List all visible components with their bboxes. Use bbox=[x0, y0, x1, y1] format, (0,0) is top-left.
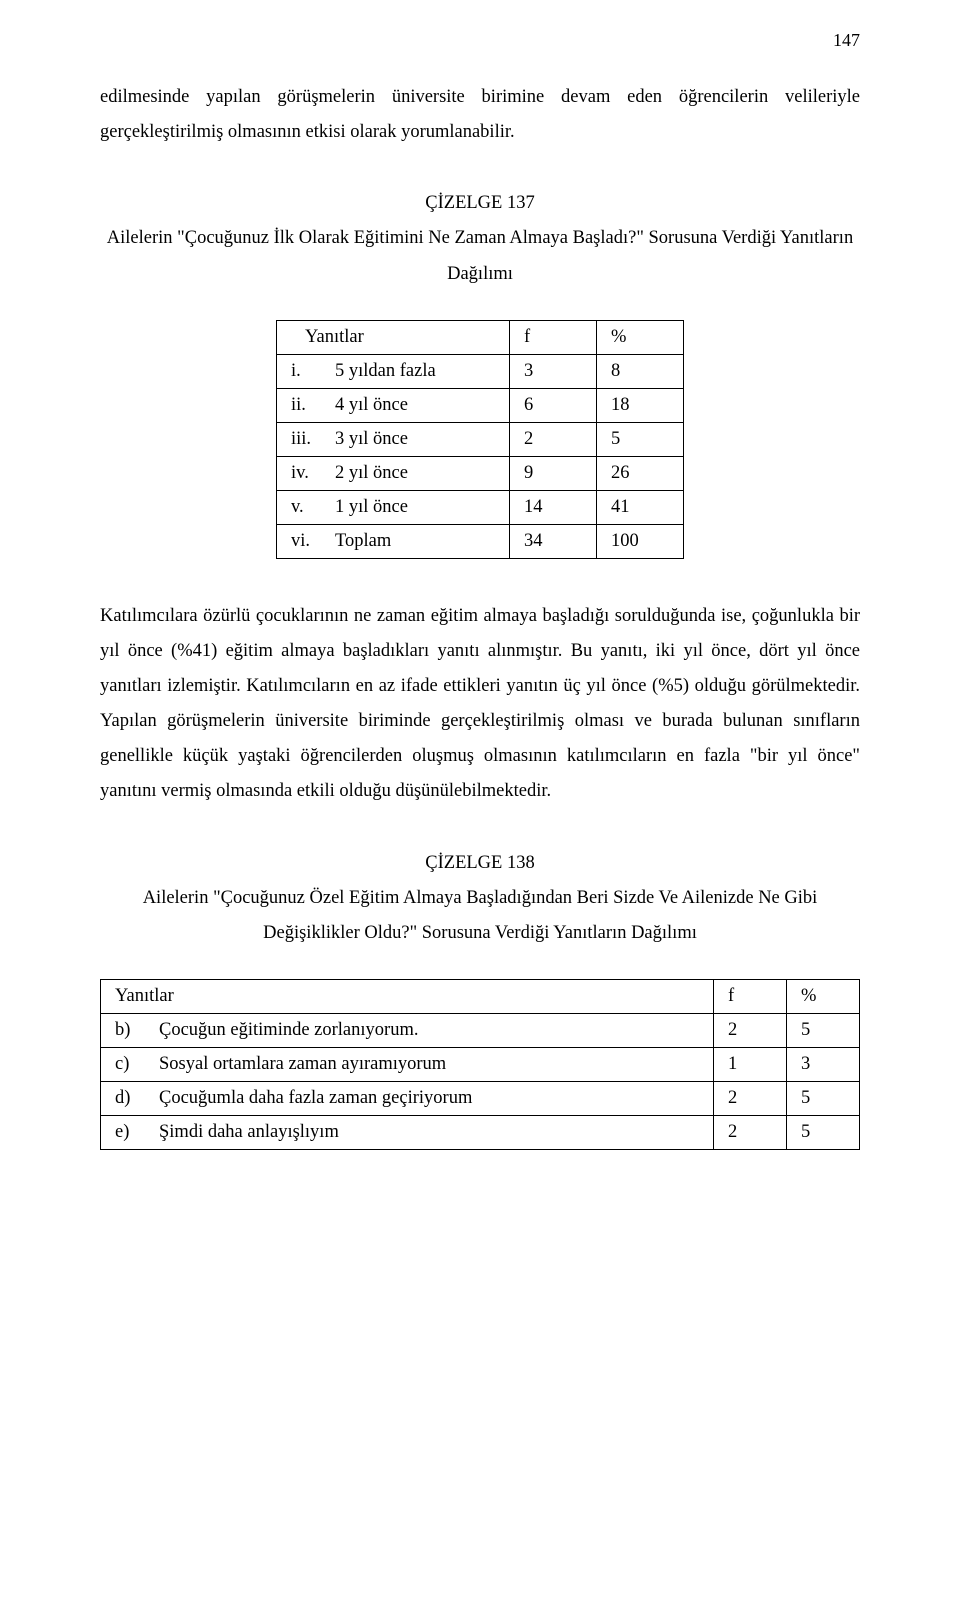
table-row: d)Çocuğumla daha fazla zaman geçiriyorum… bbox=[101, 1081, 860, 1115]
table-cell: d)Çocuğumla daha fazla zaman geçiriyorum bbox=[101, 1081, 714, 1115]
table-137: Yanıtlar f % i.5 yıldan fazla 3 8 ii.4 y… bbox=[276, 320, 684, 559]
section1-title: ÇİZELGE 137 bbox=[100, 186, 860, 221]
row-prefix: v. bbox=[291, 497, 335, 518]
section1-subtitle: Ailelerin "Çocuğunuz İlk Olarak Eğitimin… bbox=[100, 221, 860, 291]
row-prefix: iv. bbox=[291, 463, 335, 484]
table-cell: 1 bbox=[714, 1047, 787, 1081]
table-cell: 5 bbox=[787, 1013, 860, 1047]
table-cell: 5 bbox=[787, 1115, 860, 1149]
row-label: 3 yıl önce bbox=[335, 429, 408, 449]
table-row: b)Çocuğun eğitiminde zorlanıyorum. 2 5 bbox=[101, 1013, 860, 1047]
table-cell: 3 bbox=[787, 1047, 860, 1081]
table-cell: 41 bbox=[597, 490, 684, 524]
table-cell: 5 bbox=[787, 1081, 860, 1115]
table-cell: iv.2 yıl önce bbox=[277, 456, 510, 490]
row-label: 1 yıl önce bbox=[335, 497, 408, 517]
table-row: iv.2 yıl önce 9 26 bbox=[277, 456, 684, 490]
page-number: 147 bbox=[833, 30, 860, 51]
row-label: 5 yıldan fazla bbox=[335, 361, 436, 381]
row-prefix: b) bbox=[115, 1020, 159, 1041]
table-cell: 9 bbox=[510, 456, 597, 490]
table-cell: vi.Toplam bbox=[277, 524, 510, 558]
table-cell: 18 bbox=[597, 388, 684, 422]
table-row: e)Şimdi daha anlayışlıyım 2 5 bbox=[101, 1115, 860, 1149]
table-header-cell: % bbox=[787, 979, 860, 1013]
row-label: Sosyal ortamlara zaman ayıramıyorum bbox=[159, 1054, 446, 1074]
table-cell: 3 bbox=[510, 354, 597, 388]
section2-subtitle: Ailelerin "Çocuğunuz Özel Eğitim Almaya … bbox=[100, 881, 860, 951]
table-cell: 14 bbox=[510, 490, 597, 524]
table-cell: 8 bbox=[597, 354, 684, 388]
row-prefix: c) bbox=[115, 1054, 159, 1075]
table-row: ii.4 yıl önce 6 18 bbox=[277, 388, 684, 422]
table-cell: 2 bbox=[510, 422, 597, 456]
table-row: v.1 yıl önce 14 41 bbox=[277, 490, 684, 524]
analysis-paragraph: Katılımcılara özürlü çocuklarının ne zam… bbox=[100, 599, 860, 810]
table-header-cell: Yanıtlar bbox=[101, 979, 714, 1013]
table-138: Yanıtlar f % b)Çocuğun eğitiminde zorlan… bbox=[100, 979, 860, 1150]
row-label: Çocuğumla daha fazla zaman geçiriyorum bbox=[159, 1088, 472, 1108]
row-label: Toplam bbox=[335, 531, 391, 551]
row-label: 2 yıl önce bbox=[335, 463, 408, 483]
table-cell: b)Çocuğun eğitiminde zorlanıyorum. bbox=[101, 1013, 714, 1047]
table-cell: e)Şimdi daha anlayışlıyım bbox=[101, 1115, 714, 1149]
row-label: Şimdi daha anlayışlıyım bbox=[159, 1122, 339, 1142]
row-label: Çocuğun eğitiminde zorlanıyorum. bbox=[159, 1020, 418, 1040]
row-prefix: iii. bbox=[291, 429, 335, 450]
row-prefix: i. bbox=[291, 361, 335, 382]
table-row: iii.3 yıl önce 2 5 bbox=[277, 422, 684, 456]
table-row: c)Sosyal ortamlara zaman ayıramıyorum 1 … bbox=[101, 1047, 860, 1081]
table-cell: c)Sosyal ortamlara zaman ayıramıyorum bbox=[101, 1047, 714, 1081]
row-label: 4 yıl önce bbox=[335, 395, 408, 415]
table-header-cell: f bbox=[510, 320, 597, 354]
table-cell: 2 bbox=[714, 1013, 787, 1047]
table-cell: i.5 yıldan fazla bbox=[277, 354, 510, 388]
page: 147 edilmesinde yapılan görüşmelerin üni… bbox=[0, 0, 960, 1613]
table-cell: 100 bbox=[597, 524, 684, 558]
table-cell: v.1 yıl önce bbox=[277, 490, 510, 524]
table-row: vi.Toplam 34 100 bbox=[277, 524, 684, 558]
table-header-cell: Yanıtlar bbox=[277, 320, 510, 354]
row-prefix: d) bbox=[115, 1088, 159, 1109]
row-prefix: vi. bbox=[291, 531, 335, 552]
table-cell: 2 bbox=[714, 1115, 787, 1149]
table-cell: ii.4 yıl önce bbox=[277, 388, 510, 422]
table-header-cell: % bbox=[597, 320, 684, 354]
table-row: i.5 yıldan fazla 3 8 bbox=[277, 354, 684, 388]
table-header-cell: f bbox=[714, 979, 787, 1013]
table-cell: 26 bbox=[597, 456, 684, 490]
table-cell: iii.3 yıl önce bbox=[277, 422, 510, 456]
table-cell: 2 bbox=[714, 1081, 787, 1115]
intro-paragraph: edilmesinde yapılan görüşmelerin ünivers… bbox=[100, 80, 860, 150]
table-header-row: Yanıtlar f % bbox=[277, 320, 684, 354]
table-cell: 6 bbox=[510, 388, 597, 422]
table-cell: 5 bbox=[597, 422, 684, 456]
table-header-row: Yanıtlar f % bbox=[101, 979, 860, 1013]
table-cell: 34 bbox=[510, 524, 597, 558]
section2-title: ÇİZELGE 138 bbox=[100, 846, 860, 881]
row-prefix: ii. bbox=[291, 395, 335, 416]
row-prefix: e) bbox=[115, 1122, 159, 1143]
